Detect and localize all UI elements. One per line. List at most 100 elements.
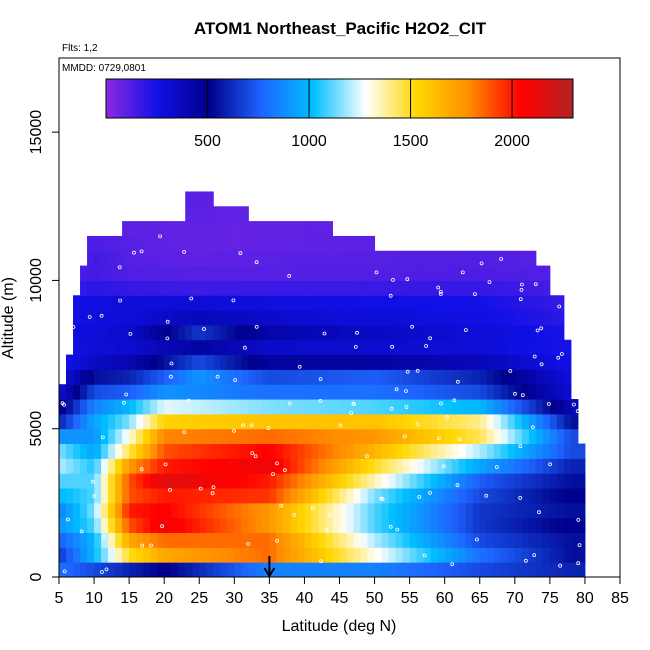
sample-point bbox=[533, 282, 538, 287]
heatmap-cell bbox=[66, 369, 74, 385]
sample-point bbox=[139, 249, 144, 254]
heatmap-cell bbox=[409, 547, 418, 563]
heatmap-cell bbox=[458, 295, 467, 311]
sample-point bbox=[474, 537, 479, 542]
heatmap-cell bbox=[94, 339, 102, 356]
y-axis-label: Altitude (m) bbox=[0, 277, 17, 359]
heatmap-cell bbox=[486, 428, 495, 445]
heatmap-cell bbox=[297, 384, 305, 400]
heatmap-cell bbox=[66, 562, 74, 578]
sample-point bbox=[365, 454, 369, 459]
heatmap-cell bbox=[136, 488, 144, 504]
heatmap-cell bbox=[472, 428, 481, 445]
heatmap-cell bbox=[528, 428, 537, 445]
sample-point bbox=[460, 270, 465, 275]
sample-point bbox=[231, 298, 236, 303]
heatmap-cell bbox=[101, 280, 109, 296]
heatmap-cell bbox=[297, 295, 305, 311]
heatmap-cell bbox=[248, 310, 256, 326]
heatmap-cell bbox=[213, 324, 221, 341]
heatmap-cell bbox=[423, 339, 432, 356]
heatmap-cell bbox=[374, 547, 383, 563]
heatmap-cell bbox=[206, 310, 214, 326]
heatmap-cell bbox=[458, 547, 467, 563]
heatmap-cell bbox=[276, 221, 284, 237]
heatmap-cell bbox=[395, 250, 404, 267]
heatmap-cell bbox=[157, 502, 165, 519]
heatmap-cell bbox=[507, 295, 516, 311]
heatmap-cell bbox=[150, 339, 158, 356]
heatmap-cell bbox=[164, 295, 172, 311]
heatmap-cell bbox=[220, 473, 228, 489]
heatmap-cell bbox=[143, 399, 151, 415]
sample-point bbox=[254, 260, 259, 265]
sample-point bbox=[518, 444, 523, 449]
heatmap-cell bbox=[241, 473, 249, 489]
heatmap-cell bbox=[269, 280, 277, 296]
heatmap-cell bbox=[94, 324, 102, 341]
heatmap-cell bbox=[108, 324, 116, 341]
heatmap-cell bbox=[325, 324, 333, 341]
heatmap-cell bbox=[535, 547, 544, 563]
heatmap-cell bbox=[213, 399, 221, 415]
heatmap-cell bbox=[59, 428, 67, 445]
heatmap-cell bbox=[150, 295, 158, 311]
heatmap-cell bbox=[381, 488, 390, 504]
heatmap-cell bbox=[444, 428, 453, 445]
heatmap-cell bbox=[549, 547, 558, 563]
heatmap-cell bbox=[227, 265, 235, 281]
heatmap-cell bbox=[157, 458, 165, 474]
heatmap-cell bbox=[241, 280, 249, 296]
heatmap-cell bbox=[115, 235, 123, 252]
heatmap-cell bbox=[311, 280, 319, 296]
heatmap-cell bbox=[437, 562, 446, 578]
heatmap-cell bbox=[276, 413, 284, 430]
sample-point bbox=[62, 402, 66, 407]
heatmap-cell bbox=[269, 517, 277, 534]
heatmap-cell bbox=[122, 235, 130, 252]
heatmap-cell bbox=[360, 532, 369, 548]
heatmap-cell bbox=[444, 443, 453, 459]
heatmap-cell bbox=[199, 250, 207, 267]
heatmap-cell bbox=[367, 458, 376, 474]
heatmap-cell bbox=[66, 354, 74, 370]
heatmap-cell bbox=[94, 295, 102, 311]
heatmap-cell bbox=[318, 324, 326, 341]
heatmap-cell bbox=[241, 458, 249, 474]
colorbar-tick-label: 2000 bbox=[494, 133, 530, 150]
heatmap-cell bbox=[87, 428, 95, 445]
heatmap-cell bbox=[381, 339, 390, 356]
heatmap-cell bbox=[234, 502, 242, 519]
heatmap-cell bbox=[318, 354, 326, 370]
heatmap-cell bbox=[150, 265, 158, 281]
heatmap-cell bbox=[374, 339, 383, 356]
heatmap-cell bbox=[80, 443, 88, 459]
sample-point bbox=[494, 465, 499, 470]
heatmap-cell bbox=[479, 384, 488, 400]
heatmap-cell bbox=[437, 428, 446, 445]
heatmap-cell bbox=[325, 488, 333, 504]
heatmap-cell bbox=[157, 369, 165, 385]
heatmap-cell bbox=[143, 310, 151, 326]
heatmap-cell bbox=[304, 221, 312, 237]
heatmap-cell bbox=[507, 369, 516, 385]
heatmap-cell bbox=[381, 473, 390, 489]
heatmap-cell bbox=[577, 443, 586, 459]
heatmap-cell bbox=[556, 310, 565, 326]
heatmap-cell bbox=[451, 428, 460, 445]
heatmap-cell bbox=[346, 250, 355, 267]
heatmap-cell bbox=[115, 369, 123, 385]
heatmap-cell bbox=[353, 443, 362, 459]
heatmap-cell bbox=[122, 295, 130, 311]
heatmap-cell bbox=[227, 399, 235, 415]
heatmap-cell bbox=[276, 339, 284, 356]
heatmap-cell bbox=[290, 354, 298, 370]
heatmap-cell bbox=[108, 354, 116, 370]
heatmap-cell bbox=[206, 458, 214, 474]
heatmap-cell bbox=[395, 547, 404, 563]
sample-point bbox=[189, 296, 194, 301]
heatmap-cell bbox=[185, 295, 193, 311]
heatmap-cell bbox=[521, 443, 530, 459]
heatmap-cell bbox=[80, 324, 88, 341]
heatmap-cell bbox=[353, 399, 362, 415]
